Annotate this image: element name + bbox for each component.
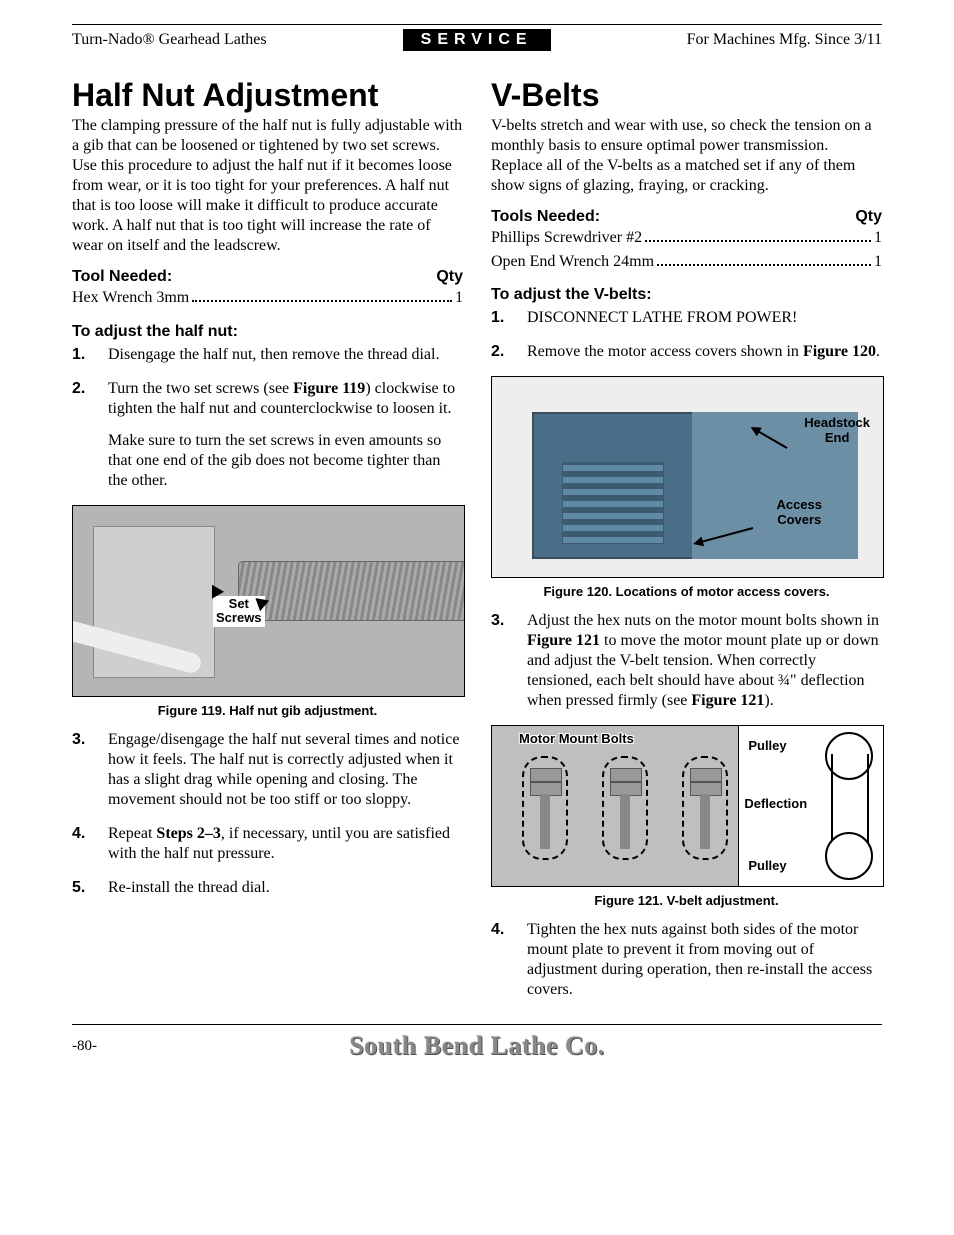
fig120-label-access: Access Covers <box>773 497 825 528</box>
page-header: Turn-Nado® Gearhead Lathes SERVICE For M… <box>72 29 882 51</box>
step-1: Disengage the half nut, then remove the … <box>108 345 463 365</box>
fig120-label-headstock: Headstock End <box>801 415 873 446</box>
tool-needed-label: Tool Needed: <box>72 268 172 286</box>
fig119-caption: Figure 119. Half nut gib adjustment. <box>72 703 463 718</box>
qty-label: Qty <box>436 268 463 286</box>
tool-row: Hex Wrench 3mm 1 <box>72 286 463 309</box>
heading-vbelts: V-Belts <box>491 77 882 114</box>
steps-half-nut-cont: Engage/disengage the half nut several ti… <box>72 730 463 898</box>
intro-vbelts: V-belts stretch and wear with use, so ch… <box>491 116 882 196</box>
fig121-caption: Figure 121. V-belt adjustment. <box>491 893 882 908</box>
steps-half-nut: Disengage the half nut, then remove the … <box>72 345 463 491</box>
vstep-2: Remove the motor access covers shown in … <box>527 342 882 362</box>
step-2: Turn the two set screws (see Figure 119)… <box>108 379 463 491</box>
tool-row-r2: Open End Wrench 24mm 1 <box>491 249 882 272</box>
header-right: For Machines Mfg. Since 3/11 <box>687 31 882 49</box>
vstep-1: DISCONNECT LATHE FROM POWER! <box>527 308 882 328</box>
qty-label-r: Qty <box>855 208 882 226</box>
fig121-label-pulley2: Pulley <box>745 858 789 874</box>
page-number: -80- <box>72 1038 97 1055</box>
tools-header-right: Tools Needed: Qty <box>491 208 882 226</box>
fig121-label-bolts: Motor Mount Bolts <box>516 731 637 747</box>
vstep-3: Adjust the hex nuts on the motor mount b… <box>527 611 882 711</box>
brand: South Bend Lathe Co. <box>349 1031 605 1061</box>
vstep-4: Tighten the hex nuts against both sides … <box>527 920 882 1000</box>
left-column: Half Nut Adjustment The clamping pressur… <box>72 69 463 1014</box>
tool-row-r1: Phillips Screwdriver #2 1 <box>491 226 882 249</box>
fig120-caption: Figure 120. Locations of motor access co… <box>491 584 882 599</box>
subhead-vbelts: To adjust the V-belts: <box>491 286 882 304</box>
footer: -80- South Bend Lathe Co. <box>72 1031 882 1061</box>
subhead-half-nut: To adjust the half nut: <box>72 323 463 341</box>
figure-120: Headstock End Access Covers <box>491 376 884 578</box>
header-center: SERVICE <box>403 29 551 51</box>
tool-name: Hex Wrench 3mm <box>72 288 189 309</box>
heading-half-nut: Half Nut Adjustment <box>72 77 463 114</box>
tool-name-r1: Phillips Screwdriver #2 <box>491 228 642 249</box>
tool-name-r2: Open End Wrench 24mm <box>491 252 654 273</box>
tools-needed-label: Tools Needed: <box>491 208 600 226</box>
steps-vbelts-2: Adjust the hex nuts on the motor mount b… <box>491 611 882 711</box>
step-5: Re-install the thread dial. <box>108 878 463 898</box>
fig121-label-pulley1: Pulley <box>745 738 789 754</box>
tool-qty: 1 <box>455 288 463 309</box>
step-4: Repeat Steps 2–3, if necessary, until yo… <box>108 824 463 864</box>
tools-header-left: Tool Needed: Qty <box>72 268 463 286</box>
intro-half-nut: The clamping pressure of the half nut is… <box>72 116 463 256</box>
steps-vbelts: DISCONNECT LATHE FROM POWER! Remove the … <box>491 308 882 362</box>
header-left: Turn-Nado® Gearhead Lathes <box>72 31 267 49</box>
tool-qty-r2: 1 <box>874 252 882 273</box>
figure-121: Motor Mount Bolts Pulley Deflection Pull… <box>491 725 884 887</box>
step-3: Engage/disengage the half nut several ti… <box>108 730 463 810</box>
tool-qty-r1: 1 <box>874 228 882 249</box>
right-column: V-Belts V-belts stretch and wear with us… <box>491 69 882 1014</box>
fig121-label-deflection: Deflection <box>741 796 810 812</box>
figure-119: Set Screws <box>72 505 465 697</box>
steps-vbelts-3: Tighten the hex nuts against both sides … <box>491 920 882 1000</box>
